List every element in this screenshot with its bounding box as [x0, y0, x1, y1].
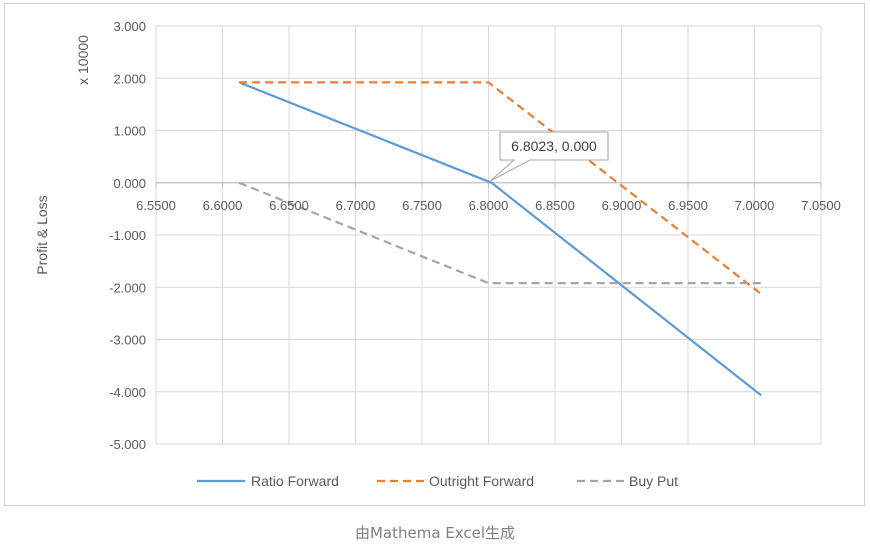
x-tick-label: 6.9500: [668, 198, 708, 213]
y-tick-label: -1.000: [109, 228, 146, 243]
x-tick-label: 6.6000: [203, 198, 243, 213]
image-caption: 由Mathema Excel生成: [354, 524, 516, 542]
y-tick-label: -3.000: [109, 333, 146, 348]
x-tick-label: 6.9000: [602, 198, 642, 213]
legend-label: Outright Forward: [429, 473, 534, 489]
y-axis-title: Profit & Loss: [34, 195, 50, 274]
x-tick-label: 7.0500: [801, 198, 841, 213]
x-tick-label: 7.0000: [735, 198, 775, 213]
x-tick-label: 6.7000: [336, 198, 376, 213]
data-callout: [490, 131, 609, 182]
data-callout-label: 6.8023, 0.000: [511, 138, 597, 154]
legend-label: Ratio Forward: [251, 473, 339, 489]
gridlines: [155, 25, 822, 445]
x-tick-label: 6.6500: [269, 198, 309, 213]
y-tick-label: -2.000: [109, 280, 146, 295]
legend-label: Buy Put: [629, 473, 678, 489]
x-tick-label: 6.8500: [535, 198, 575, 213]
y-tick-label: 0.000: [113, 176, 146, 191]
chart-canvas: 6.8023, 0.000 3.000 2.000 1.000 0.000 -1.000…: [34, 19, 841, 489]
x-tick-label: 6.8000: [469, 198, 509, 213]
axes: [155, 182, 822, 188]
axis-labels: 3.000 2.000 1.000 0.000 -1.000 -2.000 -3.000 -4…: [34, 19, 841, 452]
legend: Ratio Forward Outright Forward Buy Put: [197, 473, 678, 489]
series-line-outright-forward: [239, 81, 762, 295]
y-tick-label: 3.000: [113, 19, 146, 34]
y-tick-label: -5.000: [109, 437, 146, 452]
series-lines: [238, 81, 762, 397]
chart-frame: 6.8023, 0.000 3.000 2.000 1.000 0.000 -1.000…: [4, 3, 865, 506]
x-tick-label: 6.5500: [136, 198, 176, 213]
y-tick-label: -4.000: [109, 385, 146, 400]
annotations: 6.8023, 0.000: [490, 131, 609, 182]
series-line-ratio-forward: [238, 81, 762, 397]
y-tick-label: 2.000: [113, 71, 146, 86]
y-multiplier-label: x 10000: [75, 35, 91, 85]
y-tick-label: 1.000: [113, 124, 146, 139]
x-tick-label: 6.7500: [402, 198, 442, 213]
